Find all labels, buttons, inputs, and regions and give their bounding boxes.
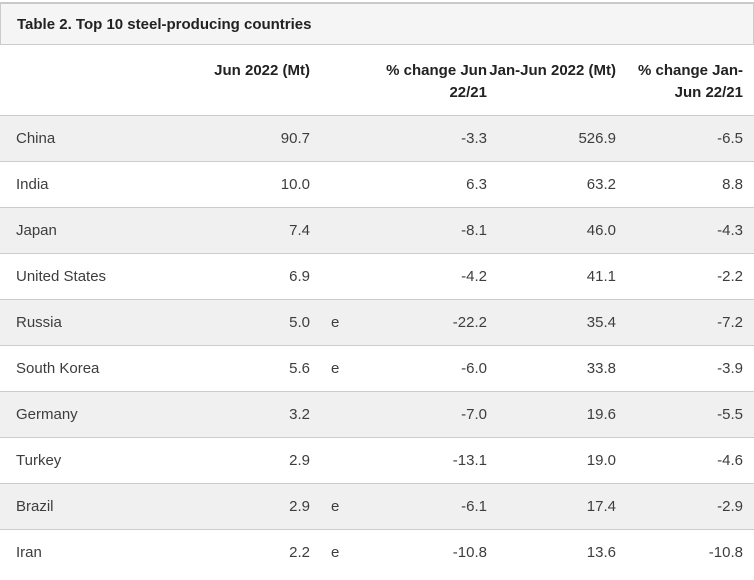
cell-country: China <box>0 114 190 161</box>
header-jan-jun-2022-mt: Jan-Jun 2022 (Mt) <box>489 62 616 79</box>
cell-pct-change-jun: 6.3 <box>371 160 488 207</box>
cell-pct-change-jun: -10.8 <box>371 528 488 575</box>
cell-jun-2022: 5.6 <box>190 344 311 391</box>
table-row-iran: Iran 2.2 e -10.8 13.6 -10.8 <box>0 528 754 575</box>
cell-estimate-flag <box>311 390 371 437</box>
cell-country: United States <box>0 252 190 299</box>
cell-jan-jun-2022: 41.1 <box>488 252 617 299</box>
cell-pct-change-jun: -6.0 <box>371 344 488 391</box>
cell-country: Russia <box>0 298 190 345</box>
cell-jan-jun-2022: 17.4 <box>488 482 617 529</box>
cell-pct-change-jun: -22.2 <box>371 298 488 345</box>
cell-jan-jun-2022: 35.4 <box>488 298 617 345</box>
cell-pct-change-jan-jun: -10.8 <box>617 528 754 575</box>
header-estimate-flag <box>311 45 371 115</box>
cell-jan-jun-2022: 19.0 <box>488 436 617 483</box>
cell-pct-change-jun: -6.1 <box>371 482 488 529</box>
table-title: Table 2. Top 10 steel-producing countrie… <box>0 2 754 45</box>
cell-estimate-flag <box>311 252 371 299</box>
cell-pct-change-jan-jun: -2.9 <box>617 482 754 529</box>
cell-pct-change-jan-jun: 8.8 <box>617 160 754 207</box>
cell-pct-change-jan-jun: -4.3 <box>617 206 754 253</box>
cell-country: India <box>0 160 190 207</box>
header-row: Jun 2022 (Mt) % change Jun 22/21 Jan-Jun… <box>0 45 754 115</box>
header-pct-change-jan-jun: % change Jan-Jun 22/21 <box>637 62 743 101</box>
header-pct-change-jun: % change Jun 22/21 <box>386 62 487 101</box>
cell-jun-2022: 2.2 <box>190 528 311 575</box>
table-row-russia: Russia 5.0 e -22.2 35.4 -7.2 <box>0 298 754 345</box>
cell-jun-2022: 7.4 <box>190 206 311 253</box>
cell-pct-change-jun: -4.2 <box>371 252 488 299</box>
cell-jun-2022: 3.2 <box>190 390 311 437</box>
cell-jan-jun-2022: 19.6 <box>488 390 617 437</box>
cell-pct-change-jan-jun: -4.6 <box>617 436 754 483</box>
header-jun-2022-mt: Jun 2022 (Mt) <box>214 62 310 79</box>
cell-country: Japan <box>0 206 190 253</box>
table-row-china: China 90.7 -3.3 526.9 -6.5 <box>0 114 754 161</box>
cell-jan-jun-2022: 46.0 <box>488 206 617 253</box>
cell-jun-2022: 90.7 <box>190 114 311 161</box>
cell-jun-2022: 2.9 <box>190 482 311 529</box>
cell-jun-2022: 10.0 <box>190 160 311 207</box>
cell-estimate-flag <box>311 206 371 253</box>
cell-estimate-flag <box>311 114 371 161</box>
cell-country: South Korea <box>0 344 190 391</box>
cell-pct-change-jan-jun: -2.2 <box>617 252 754 299</box>
cell-pct-change-jun: -8.1 <box>371 206 488 253</box>
table-row-india: India 10.0 6.3 63.2 8.8 <box>0 160 754 207</box>
cell-jun-2022: 5.0 <box>190 298 311 345</box>
cell-estimate-flag: e <box>311 482 371 529</box>
table-row-japan: Japan 7.4 -8.1 46.0 -4.3 <box>0 206 754 253</box>
cell-pct-change-jun: -7.0 <box>371 390 488 437</box>
cell-jan-jun-2022: 33.8 <box>488 344 617 391</box>
cell-pct-change-jun: -13.1 <box>371 436 488 483</box>
cell-estimate-flag <box>311 160 371 207</box>
cell-pct-change-jan-jun: -3.9 <box>617 344 754 391</box>
cell-pct-change-jan-jun: -7.2 <box>617 298 754 345</box>
cell-estimate-flag <box>311 436 371 483</box>
steel-production-table: Jun 2022 (Mt) % change Jun 22/21 Jan-Jun… <box>0 45 754 575</box>
table-row-south-korea: South Korea 5.6 e -6.0 33.8 -3.9 <box>0 344 754 391</box>
cell-estimate-flag: e <box>311 298 371 345</box>
cell-country: Turkey <box>0 436 190 483</box>
cell-country: Germany <box>0 390 190 437</box>
cell-jun-2022: 6.9 <box>190 252 311 299</box>
cell-country: Brazil <box>0 482 190 529</box>
cell-estimate-flag: e <box>311 344 371 391</box>
cell-pct-change-jun: -3.3 <box>371 114 488 161</box>
cell-pct-change-jan-jun: -5.5 <box>617 390 754 437</box>
table-row-turkey: Turkey 2.9 -13.1 19.0 -4.6 <box>0 436 754 483</box>
cell-jun-2022: 2.9 <box>190 436 311 483</box>
cell-jan-jun-2022: 13.6 <box>488 528 617 575</box>
cell-pct-change-jan-jun: -6.5 <box>617 114 754 161</box>
cell-jan-jun-2022: 526.9 <box>488 114 617 161</box>
table-row-germany: Germany 3.2 -7.0 19.6 -5.5 <box>0 390 754 437</box>
cell-estimate-flag: e <box>311 528 371 575</box>
table-row-united-states: United States 6.9 -4.2 41.1 -2.2 <box>0 252 754 299</box>
table-row-brazil: Brazil 2.9 e -6.1 17.4 -2.9 <box>0 482 754 529</box>
cell-country: Iran <box>0 528 190 575</box>
cell-jan-jun-2022: 63.2 <box>488 160 617 207</box>
header-country <box>0 45 190 115</box>
